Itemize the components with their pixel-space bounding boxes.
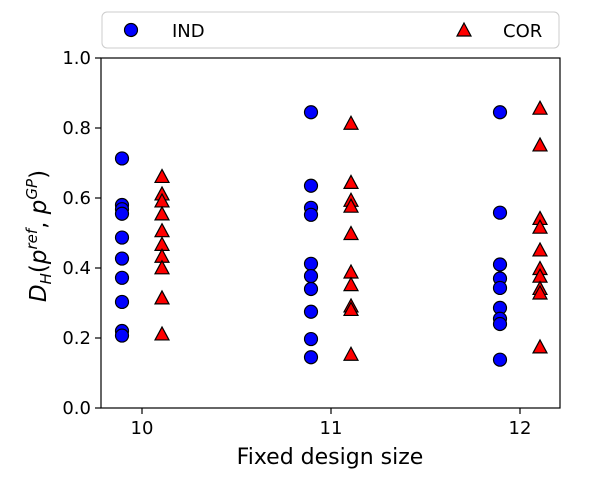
- data-point-cor: [153, 222, 171, 238]
- plot-area-frame: [100, 57, 561, 409]
- data-point-cor: [153, 205, 171, 221]
- y-label-p1: p: [26, 249, 52, 265]
- y-label-close: ): [26, 170, 52, 179]
- legend-label-ind: IND: [172, 21, 205, 42]
- data-point-cor: [531, 99, 549, 115]
- data-point-ind: [492, 352, 508, 367]
- data-point-ind: [114, 294, 130, 310]
- data-point-ind: [492, 280, 508, 296]
- data-point-ind: [492, 257, 508, 272]
- legend-frame: [101, 11, 560, 49]
- data-point-cor: [342, 174, 360, 190]
- y-label-p1-sup: ref: [23, 226, 41, 249]
- data-point-cor: [153, 259, 171, 275]
- data-point-cor: [342, 345, 360, 361]
- legend-marker-cor: [455, 21, 473, 37]
- data-point-ind: [303, 268, 319, 284]
- data-point-ind: [303, 331, 319, 347]
- y-axis: 0.0 0.2 0.4 0.6 0.8 1.0: [62, 48, 101, 419]
- y-tick-label: 1.0: [62, 48, 91, 69]
- y-tick-label: 0.6: [62, 188, 91, 209]
- y-tick-label: 0.0: [62, 398, 91, 419]
- y-label-comma: ,: [26, 214, 52, 229]
- data-point-ind: [303, 105, 319, 120]
- data-point-cor: [342, 197, 360, 213]
- data-point-ind: [114, 230, 130, 245]
- data-point-cor: [342, 263, 360, 279]
- data-point-ind: [492, 105, 508, 120]
- data-point-cor: [531, 241, 549, 257]
- data-point-ind: [303, 256, 319, 271]
- data-point-ind: [492, 316, 508, 332]
- y-axis-label: DH(pref, pGP): [23, 170, 55, 302]
- y-tick-label: 0.2: [62, 328, 91, 349]
- data-point-cor: [342, 225, 360, 241]
- data-point-ind: [492, 205, 508, 220]
- y-label-p2-sup: GP: [23, 178, 41, 200]
- data-point-cor: [531, 284, 549, 300]
- data-point-ind: [303, 178, 319, 193]
- legend: IND COR: [101, 11, 560, 49]
- x-tick-label: 12: [509, 418, 532, 439]
- y-label-d-sub: H: [37, 273, 55, 284]
- legend-marker-ind: [123, 22, 139, 38]
- legend-label-cor: COR: [503, 21, 542, 42]
- data-point-ind: [114, 151, 130, 166]
- data-point-cor: [531, 218, 549, 234]
- y-label-open: (: [26, 264, 52, 273]
- data-point-cor: [531, 338, 549, 354]
- y-label-d: D: [26, 284, 52, 302]
- x-axis: 10 11 12: [131, 408, 532, 439]
- data-points: [114, 99, 549, 367]
- y-tick-label: 0.4: [62, 258, 91, 279]
- data-point-ind: [303, 281, 319, 297]
- data-point-ind: [303, 207, 319, 222]
- x-axis-label: Fixed design size: [237, 445, 424, 470]
- data-point-cor: [531, 136, 549, 152]
- data-point-ind: [303, 350, 319, 365]
- data-point-ind: [114, 251, 130, 266]
- data-point-ind: [114, 328, 130, 343]
- data-point-cor: [153, 289, 171, 305]
- data-point-cor: [153, 168, 171, 184]
- data-point-ind: [303, 304, 319, 319]
- data-point-cor: [342, 301, 360, 317]
- y-label-p2: p: [26, 200, 52, 216]
- data-point-ind: [114, 270, 130, 285]
- data-point-cor: [153, 325, 171, 341]
- data-point-cor: [342, 276, 360, 292]
- x-tick-label: 10: [131, 418, 154, 439]
- data-point-ind: [114, 206, 130, 221]
- y-tick-label: 0.8: [62, 118, 91, 139]
- data-point-cor: [342, 114, 360, 130]
- x-tick-label: 11: [320, 418, 343, 439]
